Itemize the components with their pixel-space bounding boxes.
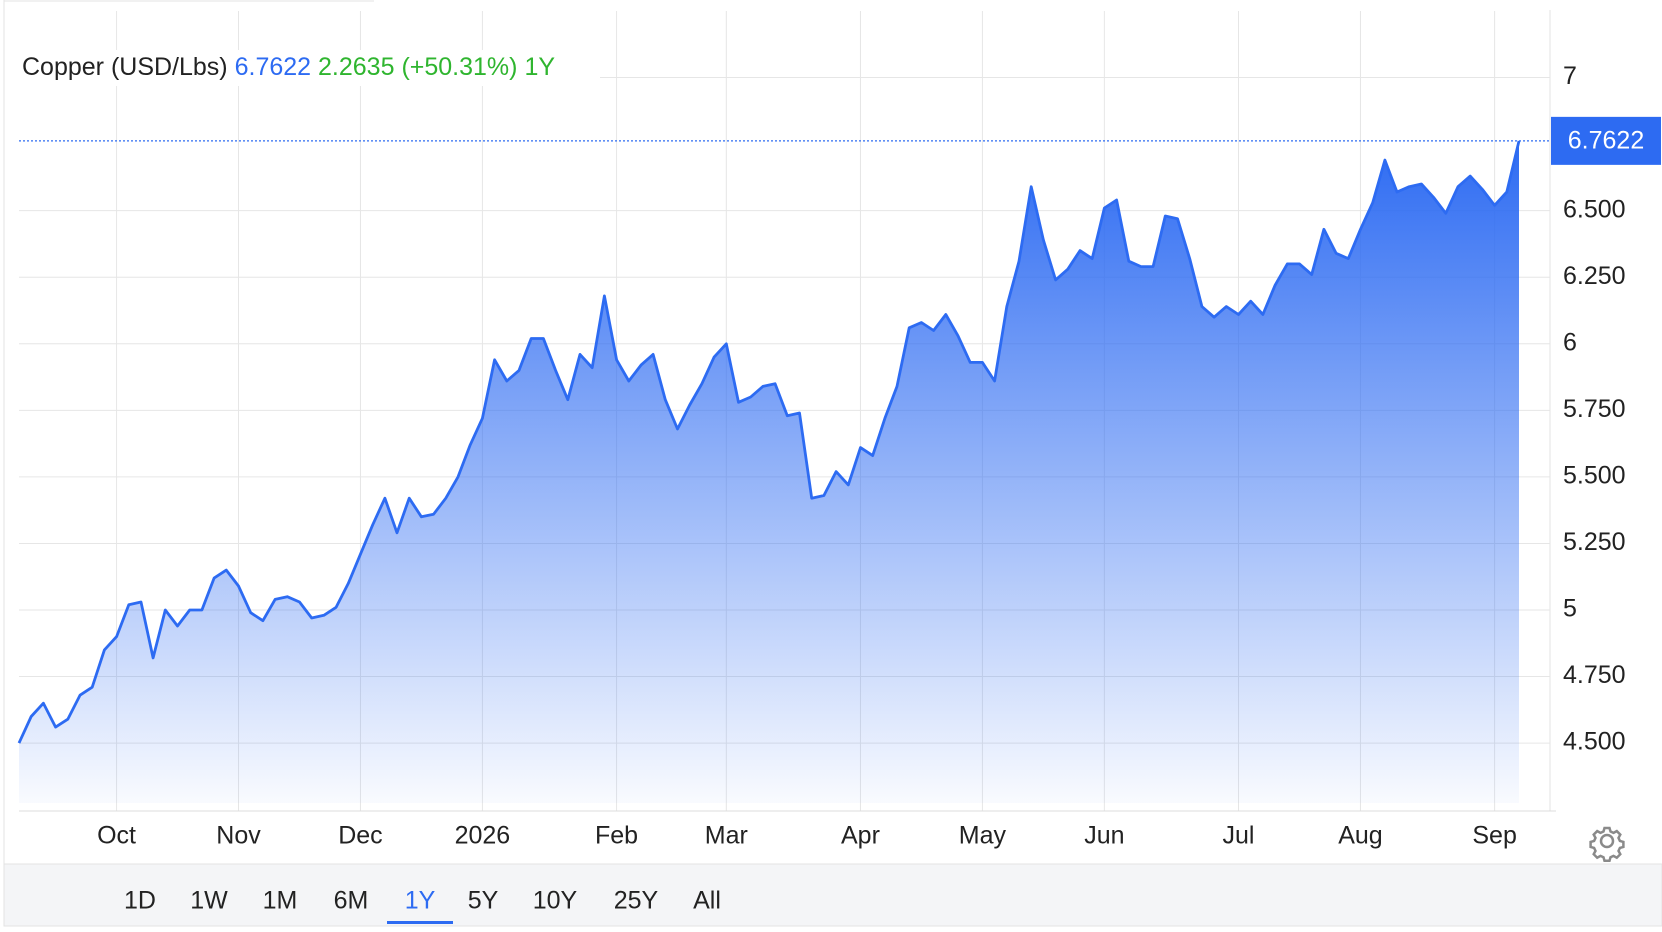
price-change-percent: (+50.31%) (401, 53, 517, 81)
last-price-label: 6.7622 (1568, 126, 1644, 154)
x-tick-label: 2026 (455, 822, 511, 850)
period: 1Y (524, 53, 555, 81)
range-button[interactable]: 6M (334, 887, 369, 915)
range-button[interactable]: 1W (190, 887, 228, 915)
y-tick-label: 4.500 (1563, 728, 1626, 756)
y-tick-label: 6.500 (1563, 195, 1626, 223)
x-tick-label: Mar (705, 822, 748, 850)
y-tick-label: 6 (1563, 328, 1577, 356)
range-button[interactable]: 1D (124, 887, 156, 915)
line (17, 140, 1521, 744)
y-tick-label: 4.750 (1563, 661, 1626, 689)
x-tick-label: Nov (216, 822, 261, 850)
range-button[interactable]: 5Y (468, 887, 499, 915)
y-tick-label: 5.500 (1563, 461, 1626, 489)
range-button[interactable]: All (693, 887, 721, 915)
range-button[interactable]: 10Y (533, 887, 578, 915)
price-change: 2.2635 (318, 53, 394, 81)
last-price-badge (1551, 116, 1661, 165)
header-backdrop (18, 50, 600, 86)
plot (17, 140, 1550, 803)
x-tick-label: Oct (97, 822, 136, 850)
x-tick-label: Aug (1338, 822, 1382, 850)
range-buttons: 1D 1W 1M 6M 1Y 5Y 10Y 25Y All (124, 887, 721, 924)
y-tick-label: 7 (1563, 62, 1577, 90)
instrument-name: Copper (USD/Lbs) (22, 53, 228, 81)
x-tick-label: May (959, 822, 1007, 850)
axes: 4.500 4.750 5 5.250 5.500 5.750 6 6.250 6.500 7 Oc… (97, 62, 1661, 850)
range-button[interactable]: 1Y (405, 887, 436, 915)
y-tick-label: 6.250 (1563, 262, 1626, 290)
y-tick-label: 5.250 (1563, 528, 1626, 556)
settings-icon-hub (1599, 833, 1615, 849)
x-tick-label: Sep (1472, 822, 1516, 850)
x-tick-label: Dec (338, 822, 382, 850)
x-tick-label: Apr (841, 822, 880, 850)
area (19, 140, 1519, 803)
x-tick-label: Feb (595, 822, 638, 850)
settings-icon[interactable] (1589, 826, 1625, 863)
header: Copper (USD/Lbs) 6.7622 2.2635 (+50.31%)… (22, 53, 555, 81)
settings-icon-cog (1589, 826, 1625, 863)
x-tick-label: Jun (1084, 822, 1124, 850)
x-tick-label: Jul (1223, 822, 1255, 850)
range-button[interactable]: 25Y (614, 887, 659, 915)
range-bar (3, 863, 1662, 927)
y-tick-label: 5 (1563, 595, 1577, 623)
last-price: 6.7622 (235, 53, 311, 81)
range-button-underline (387, 921, 453, 924)
range-button[interactable]: 1M (263, 887, 298, 915)
y-tick-label: 5.750 (1563, 395, 1626, 423)
